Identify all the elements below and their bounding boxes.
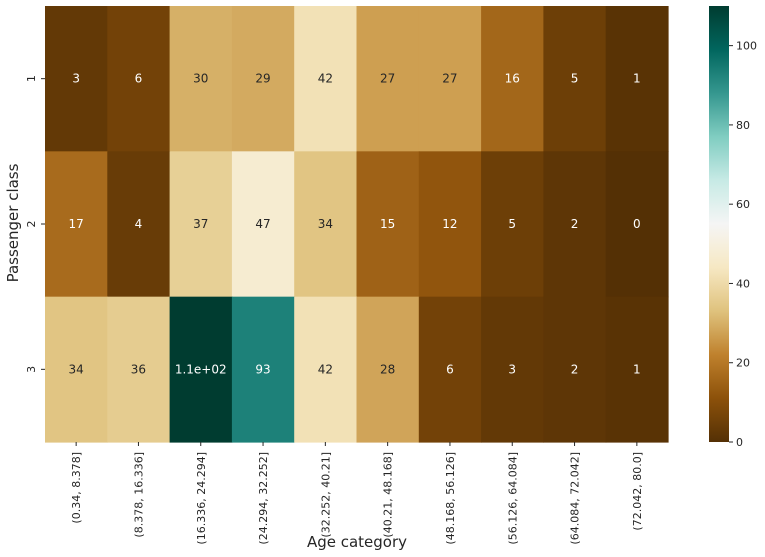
heatmap-cell (481, 151, 544, 298)
y-axis-label: Passenger class (4, 163, 22, 282)
cell-annotation: 6 (446, 362, 454, 376)
heatmap-cell (107, 296, 171, 443)
x-tick-label: (24.294, 32.252] (257, 452, 270, 545)
heatmap-cell (231, 6, 295, 152)
x-tick-label: (32.252, 40.21] (319, 452, 332, 538)
y-tick-label: 2 (25, 221, 38, 228)
x-axis-label: Age category (307, 533, 407, 551)
cell-annotation: 29 (255, 72, 270, 86)
cell-annotation: 1.1e+02 (175, 362, 227, 376)
heatmap-cell (481, 296, 544, 443)
cell-annotations: 3 6 30 29 42 27 27 16 5 117 4 37 47 34 15 12 5 2 034 36 1.1e… (69, 72, 641, 377)
cell-annotation: 2 (571, 362, 579, 376)
cell-annotation: 4 (135, 217, 143, 231)
cell-annotation: 0 (633, 217, 641, 231)
cell-annotation: 3 (508, 362, 516, 376)
heatmap-cell (45, 296, 108, 443)
heatmap-cell (169, 6, 233, 152)
heatmap-cell (543, 6, 607, 152)
cell-annotation: 1 (633, 362, 641, 376)
cell-annotation: 37 (193, 217, 208, 231)
heatmap-cell (107, 151, 171, 298)
colorbar (709, 6, 729, 442)
colorbar-tick-label: 100 (736, 40, 757, 53)
cell-annotation: 6 (135, 72, 143, 86)
x-axis-ticks: (0.34, 8.378] (8.378, 16.336] (16.336, 24.… (70, 442, 644, 545)
heatmap-cell (294, 151, 358, 298)
cell-annotation: 34 (69, 362, 84, 376)
cell-annotation: 27 (442, 72, 457, 86)
heatmap-cell (231, 151, 295, 298)
heatmap-cell (356, 151, 420, 298)
cell-annotation: 34 (318, 217, 333, 231)
colorbar-tick-label: 20 (736, 357, 750, 370)
x-tick-label: (0.34, 8.378] (70, 452, 83, 524)
x-tick-label: (40.21, 48.168] (382, 452, 395, 538)
cell-annotation: 17 (69, 217, 84, 231)
cell-annotation: 3 (72, 72, 80, 86)
heatmap-cell (356, 296, 420, 443)
heatmap-cell (169, 296, 233, 443)
heatmap-cell (356, 6, 420, 152)
colorbar-tick-label: 0 (736, 436, 743, 449)
x-tick-label: (8.378, 16.336] (132, 452, 145, 538)
y-tick-label: 1 (25, 75, 38, 82)
heatmap-cell (45, 6, 108, 152)
colorbar-tick-label: 40 (736, 277, 750, 290)
cell-annotation: 47 (255, 217, 270, 231)
cell-annotation: 5 (571, 72, 579, 86)
cell-annotation: 1 (633, 72, 641, 86)
heatmap-cell (605, 151, 669, 298)
heatmap-cell (107, 6, 171, 152)
x-tick-label: (48.168, 56.126] (444, 452, 457, 545)
heatmap-cell (45, 151, 108, 298)
heatmap-cell (169, 151, 233, 298)
y-axis-ticks: 1 2 3 (25, 75, 45, 373)
x-tick-label: (56.126, 64.084] (506, 452, 519, 545)
x-tick-label: (16.336, 24.294] (195, 452, 208, 545)
x-tick-label: (64.084, 72.042] (569, 452, 582, 545)
heatmap-cell (543, 296, 607, 443)
x-tick-label: (72.042, 80.0] (631, 452, 644, 531)
heatmap-cell (418, 296, 482, 443)
heatmap-cell (605, 6, 669, 152)
cell-annotation: 15 (380, 217, 395, 231)
cell-annotation: 12 (442, 217, 457, 231)
cell-annotation: 42 (318, 362, 333, 376)
y-tick-label: 3 (25, 366, 38, 373)
heatmap-cell (605, 296, 669, 443)
heatmap-cell (418, 6, 482, 152)
heatmap-cell (294, 296, 358, 443)
colorbar-ticks: 0 20 40 60 80 100 (729, 40, 757, 449)
heatmap-cell (418, 151, 482, 298)
heatmap-cell (543, 151, 607, 298)
heatmap-cell (294, 6, 358, 152)
cell-annotation: 16 (505, 72, 520, 86)
cell-annotation: 5 (508, 217, 516, 231)
cell-annotation: 36 (131, 362, 146, 376)
cell-annotation: 42 (318, 72, 333, 86)
colorbar-tick-label: 80 (736, 119, 750, 132)
heatmap-cells (45, 6, 669, 443)
heatmap-cell (231, 296, 295, 443)
cell-annotation: 93 (255, 362, 270, 376)
cell-annotation: 2 (571, 217, 579, 231)
colorbar-tick-label: 60 (736, 198, 750, 211)
cell-annotation: 27 (380, 72, 395, 86)
cell-annotation: 28 (380, 362, 395, 376)
heatmap-cell (481, 6, 544, 152)
cell-annotation: 30 (193, 72, 208, 86)
